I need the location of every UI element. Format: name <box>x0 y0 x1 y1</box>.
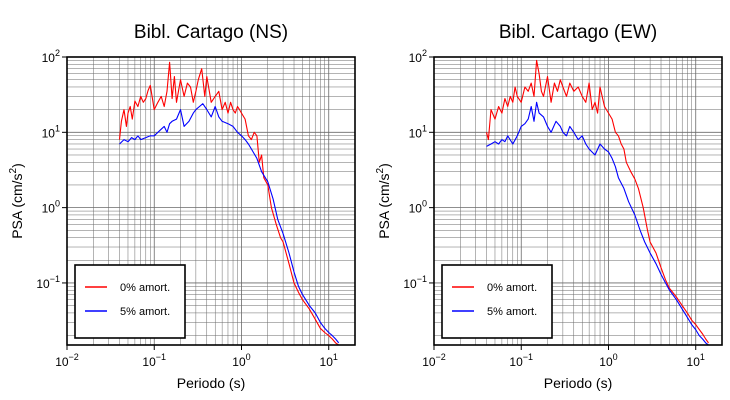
chart-1-title: Bibl. Cartago (NS) <box>134 22 288 43</box>
chart-1-x-tick-label: 10−2 <box>55 352 79 369</box>
chart-2-grid <box>433 56 723 345</box>
chart-1-series <box>118 61 340 345</box>
chart-1-series-line-1 <box>118 61 340 345</box>
chart-2-series-line-1 <box>485 59 709 344</box>
chart-2-x-tick-label: 10−2 <box>422 352 446 369</box>
chart-2-series-line-2 <box>486 101 709 345</box>
chart-1-legend: 0% amort. 5% amort. <box>74 264 186 339</box>
chart-1-x-tick-label: 100 <box>232 352 250 369</box>
chart-2-x-tick-label: 100 <box>599 352 617 369</box>
chart-1-legend-label-1: 0% amort. <box>120 282 170 294</box>
chart-2-x-axis-label: Periodo (s) <box>544 375 612 391</box>
chart-2-title: Bibl. Cartago (EW) <box>499 22 657 43</box>
chart-2-y-axis-label: PSA (cm/s2) <box>375 163 392 239</box>
chart-1-series-line-2 <box>119 103 340 344</box>
chart-1-x-tick-label: 101 <box>320 352 338 369</box>
chart-2-y-tick-label: 102 <box>409 48 427 65</box>
chart-2-legend-box <box>441 264 553 339</box>
chart-1-y-tick-label: 10−1 <box>36 274 60 291</box>
chart-2: 10−2 10−1 100 101 10−1 100 101 102 Bibl. Cartago… <box>375 22 723 391</box>
chart-1-legend-label-2: 5% amort. <box>120 306 170 318</box>
chart-1-y-axis-label: PSA (cm/s2) <box>8 163 25 239</box>
chart-1: 10−2 10−1 100 101 10−1 100 101 102 Bibl. Cartago… <box>8 22 356 391</box>
chart-1-y-tick-label: 101 <box>42 123 60 140</box>
chart-1-frame <box>66 56 356 346</box>
chart-1-y-tick-label: 102 <box>42 48 60 65</box>
chart-1-x-axis-label: Periodo (s) <box>177 375 245 391</box>
chart-2-frame <box>433 56 723 346</box>
chart-1-x-tick-label: 10−1 <box>142 352 166 369</box>
chart-1-y-tick-label: 100 <box>42 199 60 216</box>
chart-2-y-tick-label: 101 <box>409 123 427 140</box>
chart-2-legend-label-2: 5% amort. <box>487 306 537 318</box>
chart-2-legend: 0% amort. 5% amort. <box>441 264 553 339</box>
chart-2-series <box>485 59 709 345</box>
chart-2-y-tick-label: 100 <box>409 199 427 216</box>
chart-2-x-tick-label: 10−1 <box>509 352 533 369</box>
chart-2-x-tick-label: 101 <box>687 352 705 369</box>
chart-2-y-tick-label: 10−1 <box>403 274 427 291</box>
chart-1-legend-box <box>74 264 186 339</box>
chart-2-legend-label-1: 0% amort. <box>487 282 537 294</box>
